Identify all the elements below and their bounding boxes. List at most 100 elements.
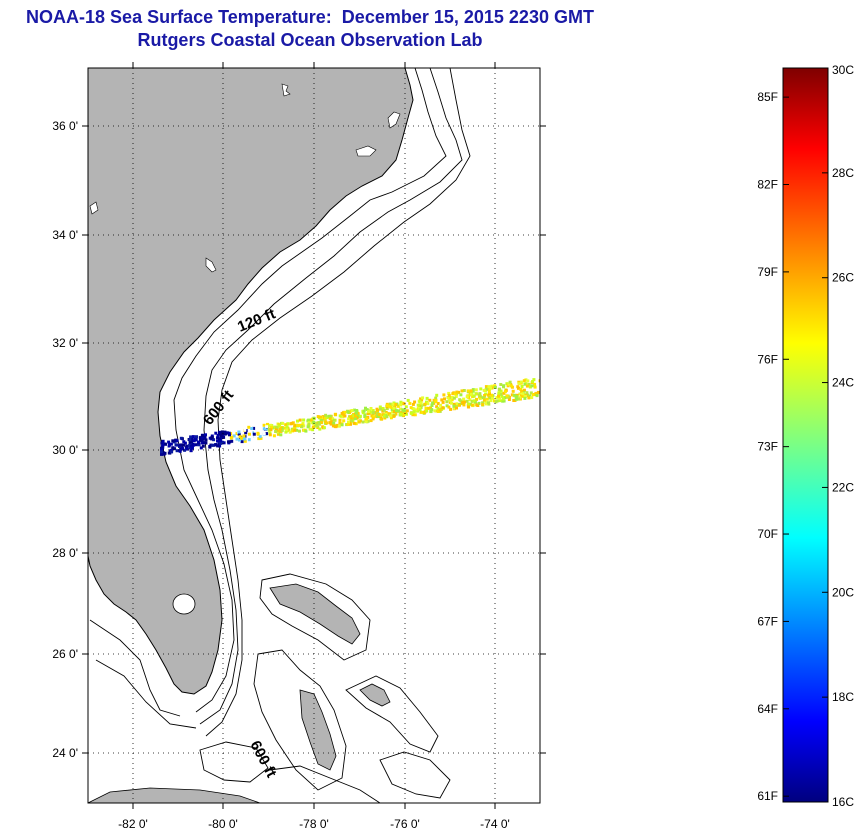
sst-pixel [210, 443, 214, 447]
sst-pixel [163, 442, 167, 446]
sst-pixel [389, 414, 393, 418]
sst-pixel [370, 410, 373, 414]
sst-pixel [404, 405, 408, 409]
colorbar-fahrenheit-label: 64F [757, 702, 778, 716]
sst-pixel [268, 433, 272, 437]
sst-pixel [432, 398, 436, 402]
sst-pixel [419, 401, 423, 405]
sst-pixel [452, 396, 456, 400]
sst-pixel [399, 412, 403, 416]
sst-pixel [225, 431, 229, 435]
sst-pixel [478, 397, 482, 400]
sst-pixel [450, 396, 454, 399]
sst-pixel [449, 407, 453, 411]
sst-pixel [212, 443, 216, 447]
sst-pixel [426, 402, 430, 406]
sst-pixel [445, 404, 449, 408]
sst-pixel [396, 404, 400, 408]
sst-pixel [367, 410, 370, 414]
sst-pixel [253, 430, 257, 434]
sst-pixel [435, 393, 439, 397]
sst-pixel [389, 416, 393, 420]
sst-pixel [250, 427, 254, 430]
sst-pixel [351, 416, 354, 420]
sst-pixel [220, 441, 224, 445]
sst-pixel [525, 384, 529, 388]
sst-pixel [348, 416, 352, 420]
sst-pixel [505, 382, 509, 386]
sst-pixel [312, 420, 316, 424]
sst-pixel [474, 388, 478, 392]
sst-pixel [450, 401, 453, 405]
sst-pixel [402, 402, 406, 406]
sst-pixel [436, 410, 440, 413]
sst-pixel [297, 423, 301, 427]
sst-pixel [333, 412, 337, 416]
colorbar-celsius-label: 26C [832, 271, 854, 285]
sst-pixel [338, 421, 342, 425]
sst-pixel [470, 399, 474, 403]
sst-pixel [353, 408, 356, 412]
sst-pixel [204, 433, 207, 437]
sst-pixel [518, 392, 522, 396]
axis-ticks [82, 62, 546, 809]
sst-pixel [247, 438, 251, 442]
sst-pixel [192, 443, 196, 447]
sst-pixel [538, 379, 540, 383]
sst-swath [160, 378, 540, 456]
sst-pixel [485, 401, 489, 405]
sst-pixel [516, 385, 520, 389]
sst-pixel [431, 401, 435, 405]
sst-pixel [442, 393, 446, 397]
sst-pixel [332, 421, 336, 425]
sst-pixel [192, 439, 196, 443]
sst-pixel [438, 409, 442, 413]
sst-pixel [290, 427, 294, 431]
sst-pixel [342, 419, 346, 423]
sst-pixel [467, 402, 471, 406]
sound-pamlico [355, 145, 377, 157]
sst-pixel [295, 428, 299, 432]
sst-pixel [402, 412, 406, 416]
sst-pixel [223, 432, 227, 436]
sst-pixel [522, 388, 526, 392]
sst-pixel [519, 394, 523, 398]
sst-pixel [524, 394, 528, 398]
sst-pixel [220, 436, 224, 440]
sst-pixel [447, 393, 451, 397]
sst-pixel [499, 383, 503, 386]
sst-pixel [230, 435, 234, 439]
sst-pixel [175, 439, 179, 443]
sst-pixel [394, 412, 398, 416]
sst-pixel [248, 432, 251, 436]
sst-pixel [262, 423, 266, 427]
sst-pixel [443, 397, 446, 401]
sst-pixel [318, 427, 322, 431]
sst-pixel [385, 404, 389, 407]
sst-pixel [520, 380, 524, 384]
sst-pixel [290, 421, 294, 425]
sst-pixel [349, 415, 353, 419]
sst-pixel [376, 415, 380, 418]
sst-pixel [502, 384, 506, 388]
sst-pixel [285, 428, 289, 431]
sst-pixel [161, 443, 165, 447]
sst-pixel [490, 384, 494, 388]
sst-pixel [188, 439, 192, 443]
sst-pixel [175, 449, 179, 453]
sst-pixel [257, 437, 261, 441]
lat-label-34: 34 0' [52, 228, 78, 242]
sst-pixel [160, 448, 164, 452]
sst-pixel [434, 396, 438, 400]
sst-pixel [216, 436, 219, 440]
sst-pixel [450, 398, 454, 402]
sst-pixel [413, 413, 417, 417]
sst-pixel [352, 421, 356, 425]
sst-pixel [469, 392, 473, 396]
sst-pixel [371, 409, 375, 412]
sst-pixel [277, 424, 281, 428]
sst-pixel [533, 385, 537, 389]
sst-pixel [465, 399, 469, 403]
colorbar-celsius-labels: 30C 28C 26C 24C 22C 20C 18C 16C [832, 63, 854, 809]
sst-pixel [188, 438, 192, 442]
